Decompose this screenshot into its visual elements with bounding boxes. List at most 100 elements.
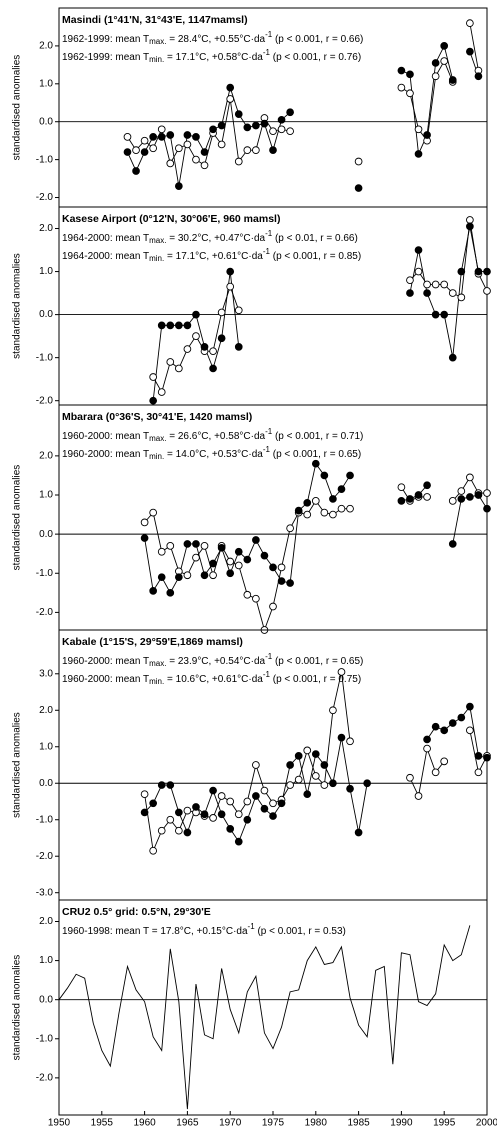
data-point (329, 779, 337, 788)
y-tick-label: -2.0 (36, 851, 54, 862)
stats-prefix: 1962-1999: mean T (62, 34, 149, 45)
data-point (157, 826, 166, 835)
data-point (414, 491, 423, 499)
data-point (406, 773, 414, 782)
data-point (440, 757, 449, 766)
y-tick-label: 1.0 (39, 741, 53, 752)
data-point (209, 125, 217, 134)
y-tick-label: 1.0 (39, 490, 53, 501)
data-point (466, 19, 474, 28)
data-point (226, 825, 235, 833)
data-point (200, 343, 209, 351)
data-point (286, 579, 294, 587)
stats-suffix: (p < 0.001, r = 0.65) (272, 656, 363, 667)
data-point (183, 828, 192, 837)
data-point (329, 706, 337, 715)
data-point (466, 702, 474, 711)
panel-stats: 1962-1999: mean Tmax. = 28.4°C, +0.55°C·… (62, 30, 363, 46)
data-point (406, 495, 414, 503)
data-point (166, 781, 175, 789)
data-point (337, 504, 346, 513)
data-point (149, 396, 158, 405)
data-point (192, 803, 200, 811)
data-point (440, 57, 449, 65)
stats-sup: -1 (263, 445, 271, 454)
stats-suffix: (p < 0.001, r = 0.65) (270, 449, 361, 460)
data-point (243, 146, 252, 154)
stats-suffix: (p < 0.01, r = 0.66) (272, 233, 358, 244)
data-point (269, 799, 277, 808)
stats-sup: -1 (248, 922, 256, 931)
data-point (406, 276, 414, 285)
data-point (414, 125, 423, 134)
data-point (226, 797, 235, 806)
data-point (166, 588, 175, 597)
data-point (320, 761, 329, 769)
data-point (423, 493, 431, 501)
data-point (217, 140, 226, 149)
data-point (123, 133, 132, 141)
stats-prefix: 1960-1998: mean T = 17.8°C, +0.15°C·da (62, 926, 248, 937)
data-point (414, 150, 423, 158)
stats-sup: -1 (265, 30, 273, 39)
x-tick-label: 2000 (476, 1118, 497, 1129)
data-point (200, 148, 209, 156)
y-tick-label: 3.0 (39, 668, 53, 679)
data-point (346, 784, 354, 793)
y-axis-label: standardised anomalies (12, 465, 23, 571)
data-point (397, 483, 406, 492)
data-point (466, 47, 474, 56)
x-tick-label: 1955 (91, 1118, 114, 1129)
stats-sub: min. (149, 677, 164, 686)
y-tick-label: -2.0 (36, 192, 54, 203)
data-point (140, 518, 149, 527)
data-point (157, 133, 166, 141)
stats-sub: max. (149, 434, 166, 443)
data-point (234, 110, 243, 118)
data-point (269, 563, 277, 572)
stats-suffix: (p < 0.001, r = 0.75) (270, 674, 361, 685)
data-point (149, 587, 158, 595)
data-point (431, 72, 440, 81)
data-point (252, 792, 260, 800)
y-tick-label: -2.0 (36, 395, 54, 406)
data-point (483, 489, 491, 497)
stats-suffix: (p < 0.001, r = 0.53) (255, 926, 346, 937)
data-point (183, 571, 192, 580)
y-axis-label: standardised anomalies (12, 253, 23, 359)
data-point (234, 343, 243, 351)
data-point (269, 127, 277, 136)
data-point (157, 125, 166, 134)
data-point (474, 768, 483, 777)
series-line (144, 671, 488, 853)
data-point (414, 246, 423, 254)
data-point (157, 781, 166, 789)
data-point (226, 569, 235, 578)
y-tick-label: -1.0 (36, 154, 54, 165)
data-point (157, 388, 166, 396)
data-point (149, 144, 158, 153)
series-line (144, 462, 488, 594)
data-point (140, 790, 149, 799)
data-point (397, 497, 406, 505)
data-point (157, 547, 166, 556)
data-point (457, 487, 466, 495)
data-point (200, 571, 209, 580)
x-tick-label: 1985 (347, 1118, 370, 1129)
data-point (406, 70, 414, 79)
data-point (200, 542, 209, 550)
data-point (448, 497, 457, 505)
data-point (217, 543, 226, 552)
data-point (183, 321, 192, 330)
stats-suffix: (p < 0.001, r = 0.71) (272, 431, 363, 442)
stats-suffix: (p < 0.001, r = 0.85) (270, 251, 361, 262)
data-point (457, 293, 466, 302)
data-point (140, 808, 149, 817)
panel-title: CRU2 0.5° grid: 0.5°N, 29°30'E (62, 906, 211, 918)
data-point (174, 321, 183, 330)
data-point (192, 540, 200, 548)
data-point (260, 551, 269, 560)
data-point (483, 753, 491, 762)
data-point (209, 364, 217, 373)
data-point (294, 775, 303, 784)
